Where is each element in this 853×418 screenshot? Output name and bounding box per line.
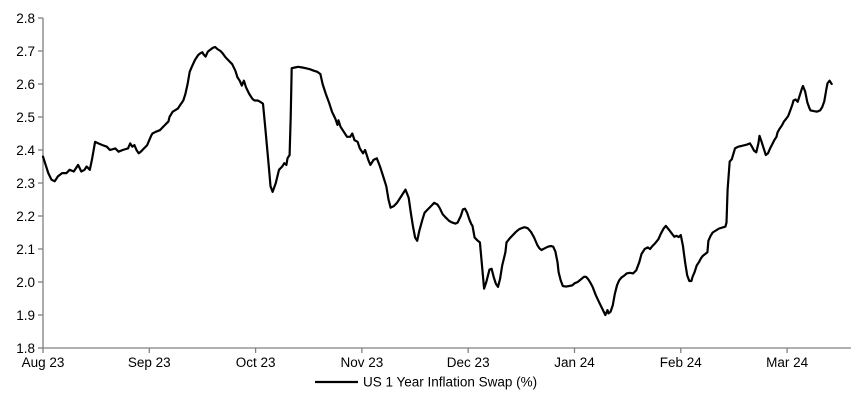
- x-axis: Aug 23 Sep 23 Oct 23 Nov 23 Dec 23 Jan 24 Feb …: [22, 347, 851, 370]
- x-tick-label: Feb 24: [660, 355, 703, 370]
- x-tick-label: Mar 24: [766, 355, 809, 370]
- y-tick-label: 2.6: [16, 77, 35, 92]
- y-tick-label: 2.5: [16, 110, 35, 125]
- x-tick-label: Sep 23: [128, 355, 171, 370]
- y-tick-label: 2.2: [16, 209, 35, 224]
- y-tick-label: 1.9: [16, 308, 35, 323]
- y-tick-label: 2.8: [16, 11, 35, 26]
- y-tick-label: 1.8: [16, 341, 35, 356]
- y-tick-label: 2.3: [16, 176, 35, 191]
- x-tick-label: Jan 24: [554, 355, 595, 370]
- y-axis: 2.8 2.7 2.6 2.5 2.4 2.3 2.2 2.1 2.0 1.9 1.8: [16, 11, 44, 356]
- series-line: [41, 45, 833, 317]
- x-tick-label: Oct 23: [236, 355, 276, 370]
- y-tick-label: 2.0: [16, 275, 35, 290]
- y-tick-label: 2.4: [16, 143, 35, 158]
- y-tick-label: 2.7: [16, 44, 35, 59]
- legend: US 1 Year Inflation Swap (%): [315, 375, 537, 390]
- x-tick-label: Aug 23: [22, 355, 65, 370]
- x-tick-label: Nov 23: [341, 355, 384, 370]
- y-tick-label: 2.1: [16, 242, 35, 257]
- x-tick-label: Dec 23: [447, 355, 490, 370]
- legend-label: US 1 Year Inflation Swap (%): [363, 375, 537, 390]
